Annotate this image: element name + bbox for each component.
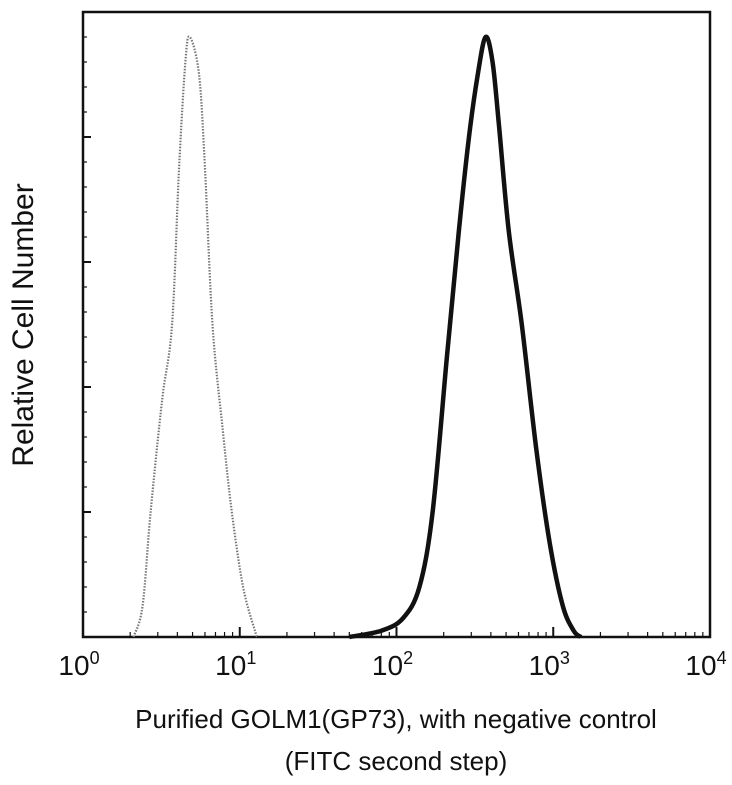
x-tick-label-base: 10 (372, 650, 403, 681)
negative-control-curve (132, 35, 259, 638)
x-axis-ticks (82, 627, 704, 637)
x-tick-label: 104 (685, 648, 726, 681)
y-axis-label: Relative Cell Number (7, 183, 40, 466)
x-tick-label-exponent: 0 (90, 648, 100, 668)
x-tick-labels: 100 101 102 103 104 (58, 648, 726, 681)
x-tick-label: 101 (215, 648, 256, 681)
x-tick-label: 102 (372, 648, 413, 681)
x-tick-label-base: 10 (58, 650, 89, 681)
x-axis-label-line2: (FITC second step) (285, 746, 508, 776)
x-tick-label-exponent: 3 (560, 648, 570, 668)
x-tick-label-base: 10 (685, 650, 716, 681)
x-axis-label: Purified GOLM1(GP73), with negative cont… (135, 704, 657, 734)
y-axis-ticks (83, 11, 91, 638)
golm1-curve (348, 34, 583, 640)
x-tick-label: 103 (529, 648, 570, 681)
x-tick-label-exponent: 2 (403, 648, 413, 668)
series-group (132, 34, 583, 640)
x-tick-label-exponent: 4 (717, 648, 727, 668)
x-tick-label-base: 10 (215, 650, 246, 681)
x-tick-label: 100 (58, 648, 99, 681)
x-tick-label-base: 10 (529, 650, 560, 681)
plot-frame (81, 10, 712, 639)
x-tick-label-exponent: 1 (246, 648, 256, 668)
